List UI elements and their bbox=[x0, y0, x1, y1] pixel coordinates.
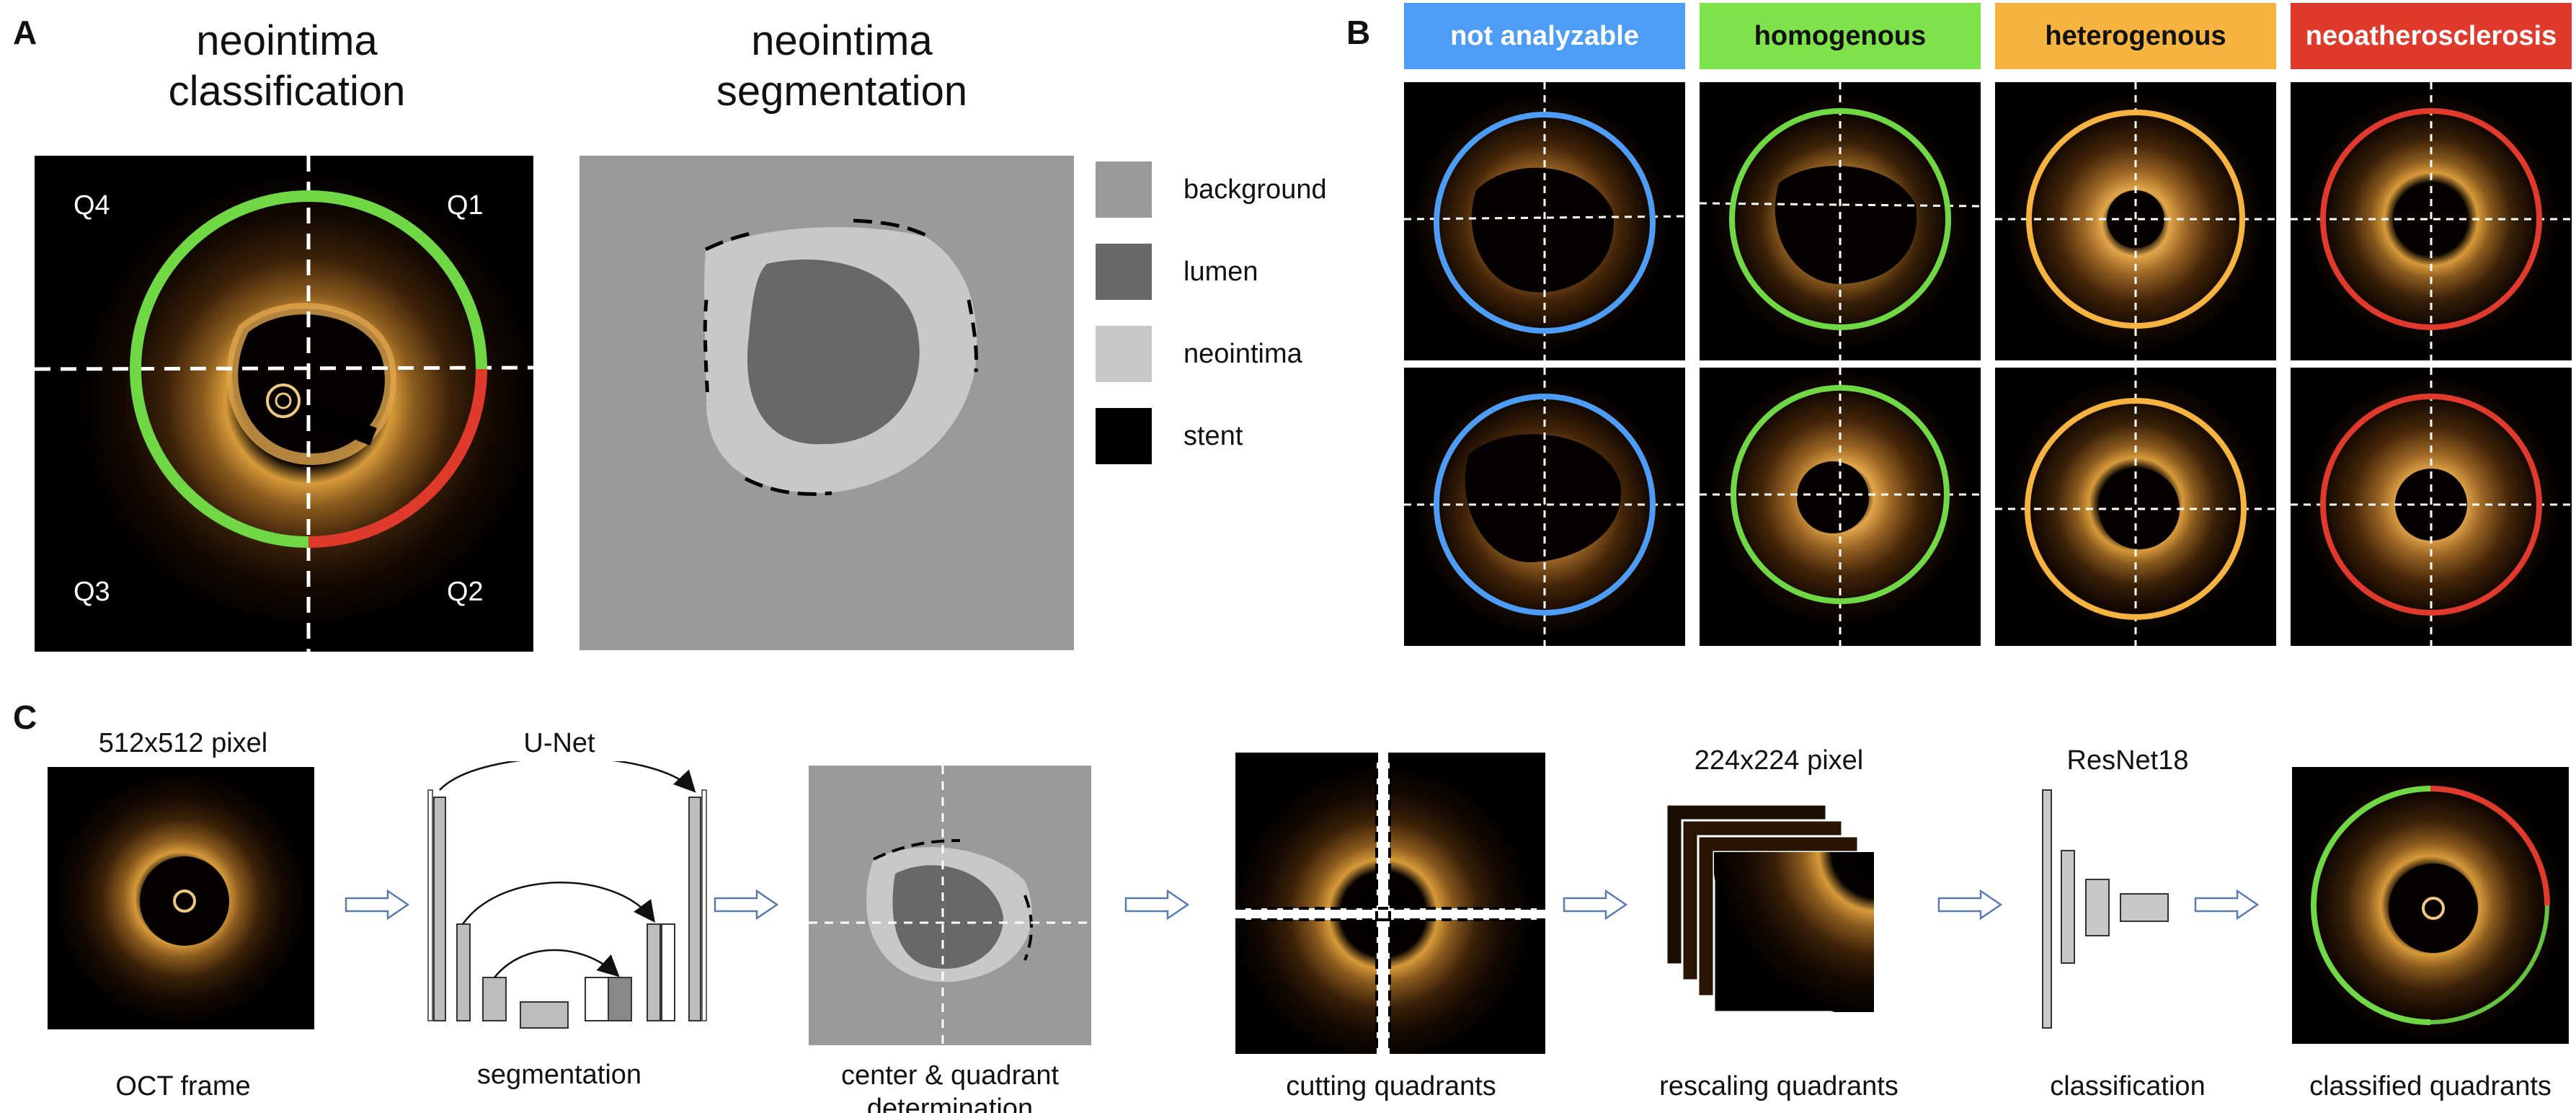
example-not-analyzable-2 bbox=[1404, 368, 1685, 646]
legend-swatch bbox=[1096, 244, 1152, 300]
example-not-analyzable-1 bbox=[1404, 82, 1685, 360]
example-homogenous-2 bbox=[1700, 368, 1981, 646]
segmentation-title-line1: neointima bbox=[751, 17, 933, 64]
step-center-quadrant: center & quadrant determination bbox=[840, 1060, 1060, 1113]
legend-item-background: background bbox=[1096, 161, 1327, 218]
legend-label: stent bbox=[1183, 420, 1243, 451]
step-oct-frame: OCT frame bbox=[115, 1071, 251, 1101]
segmentation-title: neointima segmentation bbox=[676, 16, 1008, 116]
cutting-quadrants-image bbox=[1235, 753, 1545, 1054]
unet-diagram bbox=[422, 761, 711, 1050]
legend-swatch bbox=[1096, 326, 1152, 382]
flow-arrow-1 bbox=[345, 888, 411, 921]
segmentation-stent bbox=[853, 218, 927, 237]
ring-q4-green bbox=[130, 190, 309, 370]
input-size-label: 512x512 pixel bbox=[98, 728, 268, 758]
segmentation-lumen bbox=[747, 260, 920, 445]
ring-q1-green bbox=[308, 190, 487, 370]
legend-label: lumen bbox=[1183, 256, 1258, 287]
quadrant-label-q3: Q3 bbox=[74, 577, 110, 607]
step-segmentation: segmentation bbox=[476, 1060, 642, 1090]
step-rescaling-quadrants: rescaling quadrants bbox=[1659, 1071, 1898, 1101]
legend-item-lumen: lumen bbox=[1096, 244, 1258, 300]
example-heterogenous-1 bbox=[1995, 82, 2276, 360]
class-header-homogenous: homogenous bbox=[1700, 3, 1981, 69]
flow-arrow-3 bbox=[1124, 888, 1191, 921]
resnet-label: ResNet18 bbox=[2066, 745, 2189, 776]
segmentation-stent bbox=[744, 476, 832, 496]
class-header-neoatherosclerosis: neoatherosclerosis bbox=[2291, 3, 2572, 69]
horizontal-quadrant-line bbox=[35, 365, 533, 371]
legend-swatch bbox=[1096, 408, 1152, 464]
center-quadrant-image bbox=[809, 766, 1091, 1045]
resnet-diagram bbox=[2033, 786, 2191, 1031]
example-heterogenous-2 bbox=[1995, 368, 2276, 646]
unet-label: U-Net bbox=[523, 728, 595, 758]
ring-q2-red bbox=[308, 368, 487, 548]
legend-swatch bbox=[1096, 161, 1152, 218]
segmentation-title-line2: segmentation bbox=[716, 67, 968, 115]
panel-b-letter: B bbox=[1346, 14, 1371, 51]
segmentation-stent bbox=[967, 299, 979, 373]
ring-q3-green bbox=[130, 368, 309, 548]
legend-item-neointima: neointima bbox=[1096, 326, 1302, 382]
example-neoatherosclerosis-2 bbox=[2291, 368, 2572, 646]
quadrant-label-q1: Q1 bbox=[447, 190, 484, 221]
classification-title-line2: classification bbox=[168, 67, 406, 115]
oct-frame-image bbox=[48, 767, 314, 1029]
example-homogenous-1 bbox=[1700, 82, 1981, 360]
segmentation-stent bbox=[703, 299, 710, 402]
segmentation-map bbox=[579, 156, 1074, 650]
step-classified-quadrants: classified quadrants bbox=[2309, 1071, 2551, 1101]
step-cutting-quadrants: cutting quadrants bbox=[1286, 1071, 1496, 1101]
flow-arrow-2 bbox=[714, 888, 780, 921]
flow-arrow-4 bbox=[1563, 888, 1629, 921]
class-header-not-analyzable: not analyzable bbox=[1404, 3, 1685, 69]
flow-arrow-6 bbox=[2194, 888, 2260, 921]
quadrant-label-q4: Q4 bbox=[74, 190, 110, 221]
panel-a-letter: A bbox=[13, 14, 37, 51]
segmentation-stent bbox=[704, 230, 757, 252]
example-neoatherosclerosis-1 bbox=[2291, 82, 2572, 360]
panel-c-letter: C bbox=[13, 699, 37, 736]
rescale-size-label: 224x224 pixel bbox=[1694, 745, 1864, 776]
legend-item-stent: stent bbox=[1096, 408, 1243, 464]
classification-oct-image: Q4 Q1 Q3 Q2 bbox=[35, 156, 533, 652]
classified-quadrants-image bbox=[2292, 767, 2569, 1044]
legend-label: neointima bbox=[1183, 338, 1302, 369]
quadrant-label-q2: Q2 bbox=[447, 577, 484, 607]
rescaled-quadrant-stack bbox=[1662, 800, 1878, 1016]
step-classification: classification bbox=[2050, 1071, 2206, 1101]
legend-label: background bbox=[1183, 174, 1327, 205]
flow-arrow-5 bbox=[1937, 888, 2004, 921]
classification-title: neointima classification bbox=[121, 16, 453, 116]
class-header-heterogenous: heterogenous bbox=[1995, 3, 2276, 69]
classification-title-line1: neointima bbox=[196, 17, 378, 64]
